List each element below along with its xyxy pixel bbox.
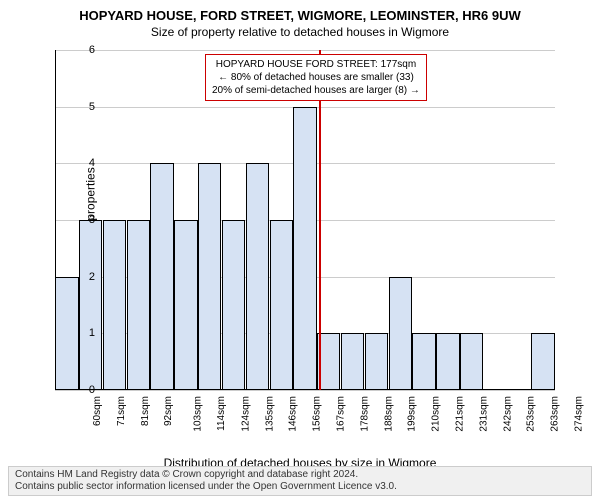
histogram-bar [412,333,435,390]
histogram-bar [150,163,173,390]
x-tick-label: 167sqm [336,396,347,432]
credit-line-1: Contains HM Land Registry data © Crown c… [15,469,585,481]
x-tick-label: 156sqm [312,396,323,432]
histogram-bar [79,220,102,390]
x-tick-label: 71sqm [116,396,127,426]
x-tick-label: 146sqm [288,396,299,432]
histogram-bar [103,220,126,390]
y-axis [55,50,56,390]
x-tick-label: 199sqm [407,396,418,432]
y-tick-label: 3 [75,214,95,226]
histogram-bar [365,333,388,390]
chart-subtitle: Size of property relative to detached ho… [0,25,600,39]
histogram-bar [389,277,412,390]
x-tick-label: 231sqm [478,396,489,432]
histogram-bar [246,163,269,390]
x-tick-label: 188sqm [383,396,394,432]
x-tick-label: 135sqm [264,396,275,432]
grid-line [55,50,555,51]
histogram-bar [127,220,150,390]
histogram-bar [531,333,554,390]
credit-line-2: Contains public sector information licen… [15,481,585,493]
x-tick-label: 242sqm [502,396,513,432]
x-tick-label: 263sqm [550,396,561,432]
x-tick-label: 253sqm [526,396,537,432]
y-tick-label: 5 [75,101,95,113]
histogram-bar [436,333,459,390]
histogram-bar [198,163,221,390]
y-tick-label: 0 [75,384,95,396]
y-tick-label: 4 [75,157,95,169]
histogram-bar [460,333,483,390]
annotation-line: ← 80% of detached houses are smaller (33… [212,71,420,84]
histogram-bar [293,107,316,390]
y-tick-label: 2 [75,271,95,283]
plot-area: HOPYARD HOUSE FORD STREET: 177sqm← 80% o… [55,50,555,390]
x-axis [55,389,555,390]
grid-line [55,390,555,391]
histogram-bar [222,220,245,390]
annotation-line: HOPYARD HOUSE FORD STREET: 177sqm [212,58,420,71]
annotation-box: HOPYARD HOUSE FORD STREET: 177sqm← 80% o… [205,54,427,101]
reference-marker [319,50,321,390]
x-tick-label: 221sqm [455,396,466,432]
annotation-line: 20% of semi-detached houses are larger (… [212,84,420,97]
histogram-bar [341,333,364,390]
x-tick-label: 114sqm [216,396,227,431]
x-tick-label: 103sqm [193,396,204,432]
chart-container: HOPYARD HOUSE, FORD STREET, WIGMORE, LEO… [0,0,600,500]
chart-title: HOPYARD HOUSE, FORD STREET, WIGMORE, LEO… [0,0,600,23]
x-tick-label: 92sqm [163,396,174,426]
y-tick-label: 6 [75,44,95,56]
y-tick-label: 1 [75,327,95,339]
x-tick-label: 60sqm [92,396,103,426]
x-tick-label: 274sqm [574,396,585,432]
histogram-bar [174,220,197,390]
histogram-bar [270,220,293,390]
x-tick-label: 210sqm [431,396,442,432]
x-tick-label: 124sqm [240,396,251,432]
x-tick-label: 178sqm [359,396,370,432]
credits: Contains HM Land Registry data © Crown c… [8,466,592,496]
x-tick-label: 81sqm [140,396,151,426]
